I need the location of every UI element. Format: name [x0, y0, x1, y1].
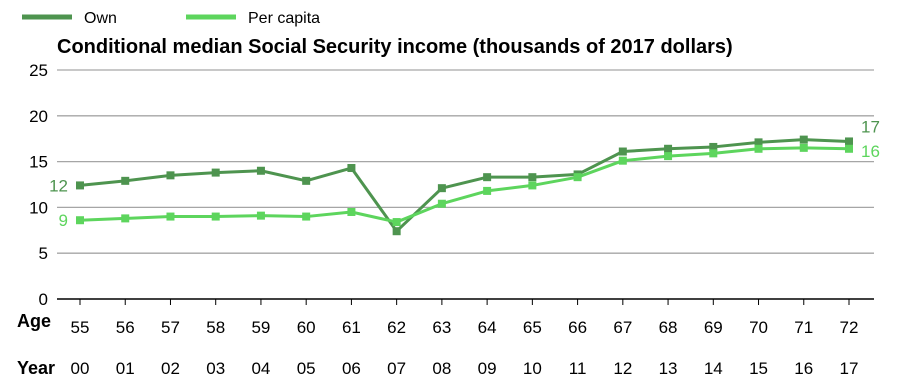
x-tick-label-year: 04 [251, 359, 270, 378]
data-point-own [754, 138, 763, 147]
x-tick-label-year: 17 [840, 359, 859, 378]
data-point-per-capita [392, 218, 401, 227]
data-point-own [483, 173, 492, 182]
x-tick-label-year: 07 [387, 359, 406, 378]
y-tick-label: 20 [29, 107, 48, 126]
x-tick-label-age: 70 [749, 318, 768, 337]
x-tick-label-age: 72 [840, 318, 859, 337]
end-label-own: 17 [861, 117, 880, 136]
data-point-own [709, 142, 718, 151]
x-tick-label-year: 12 [613, 359, 632, 378]
x-tick-label-year: 10 [523, 359, 542, 378]
x-tick-label-age: 64 [478, 318, 497, 337]
x-axis: Age Year 55 00 56 01 57 02 58 03 59 04 60 05 61 06 62 0… [17, 299, 858, 378]
chart-title: Conditional median Social Security incom… [57, 36, 733, 58]
x-tick-label-year: 06 [342, 359, 361, 378]
x-tick-label-age: 58 [206, 318, 225, 337]
data-point-own [799, 135, 808, 144]
x-tick-label-year: 14 [704, 359, 723, 378]
y-axis: 0 5 10 15 20 25 [29, 61, 48, 309]
data-point-per-capita [121, 214, 130, 223]
data-point-own [347, 164, 356, 173]
legend-label-per-capita: Per capita [248, 10, 320, 27]
data-point-per-capita [211, 212, 220, 221]
data-point-own [302, 176, 311, 185]
y-tick-label: 10 [29, 198, 48, 217]
x-tick-label-year: 00 [71, 359, 90, 378]
x-tick-label-year: 05 [297, 359, 316, 378]
data-point-per-capita [618, 156, 627, 165]
y-tick-label: 15 [29, 153, 48, 172]
x-tick-label-age: 69 [704, 318, 723, 337]
y-tick-label: 25 [29, 61, 48, 80]
data-point-own [256, 166, 265, 175]
x-tick-label-age: 63 [432, 318, 451, 337]
x-tick-label-age: 57 [161, 318, 180, 337]
data-point-own [664, 144, 673, 153]
data-point-own [845, 137, 853, 146]
x-tick-label-age: 60 [297, 318, 316, 337]
x-tick-label-year: 11 [569, 359, 587, 378]
data-point-own [437, 184, 446, 193]
data-point-per-capita [256, 211, 265, 220]
x-tick-label-year: 02 [161, 359, 180, 378]
x-tick-label-year: 16 [794, 359, 813, 378]
x-tick-label-year: 15 [749, 359, 768, 378]
end-label-per-capita: 16 [861, 142, 880, 161]
data-point-per-capita [664, 152, 673, 161]
start-label-per-capita: 9 [59, 211, 68, 230]
series-labels: 12 17 9 16 [49, 117, 880, 230]
x-tick-label-year: 01 [116, 359, 135, 378]
data-point-per-capita [528, 181, 537, 190]
series-layer [76, 135, 853, 236]
y-tick-label: 0 [39, 290, 48, 309]
x-tick-label-year: 08 [432, 359, 451, 378]
x-tick-label-age: 62 [387, 318, 406, 337]
x-axis-label-year: Year [17, 358, 55, 378]
x-tick-label-age: 65 [523, 318, 542, 337]
data-point-per-capita [709, 149, 718, 158]
legend: Own Per capita [22, 10, 320, 27]
data-point-per-capita [347, 207, 356, 216]
data-point-per-capita [166, 212, 175, 221]
data-point-own [121, 176, 130, 185]
start-label-own: 12 [49, 176, 68, 195]
data-point-own [618, 147, 627, 156]
x-tick-label-age: 59 [251, 318, 270, 337]
data-point-own [211, 168, 220, 177]
data-point-own [166, 171, 175, 180]
x-tick-label-age: 61 [342, 318, 361, 337]
legend-label-own: Own [84, 10, 117, 27]
x-tick-label-age: 66 [568, 318, 587, 337]
data-point-per-capita [845, 144, 853, 153]
data-point-per-capita [437, 199, 446, 208]
data-point-own [392, 227, 401, 236]
x-tick-label-age: 67 [613, 318, 632, 337]
x-axis-label-age: Age [17, 311, 51, 331]
x-tick-label-age: 68 [659, 318, 678, 337]
x-tick-label-age: 56 [116, 318, 135, 337]
x-tick-label-year: 09 [478, 359, 497, 378]
x-tick-label-year: 03 [206, 359, 225, 378]
series-line-own [79, 138, 850, 233]
data-point-per-capita [76, 216, 84, 225]
data-point-per-capita [302, 212, 311, 221]
data-point-per-capita [754, 144, 763, 153]
x-tick-label-year: 13 [659, 359, 678, 378]
data-point-per-capita [573, 173, 582, 182]
series-line-per-capita [79, 146, 850, 224]
x-tick-label-age: 71 [794, 318, 813, 337]
data-point-own [76, 181, 84, 190]
data-point-own [528, 173, 537, 182]
data-point-per-capita [483, 186, 492, 195]
y-tick-label: 5 [39, 244, 48, 263]
gridlines [57, 69, 874, 300]
x-tick-label-age: 55 [71, 318, 90, 337]
data-point-per-capita [799, 143, 808, 152]
